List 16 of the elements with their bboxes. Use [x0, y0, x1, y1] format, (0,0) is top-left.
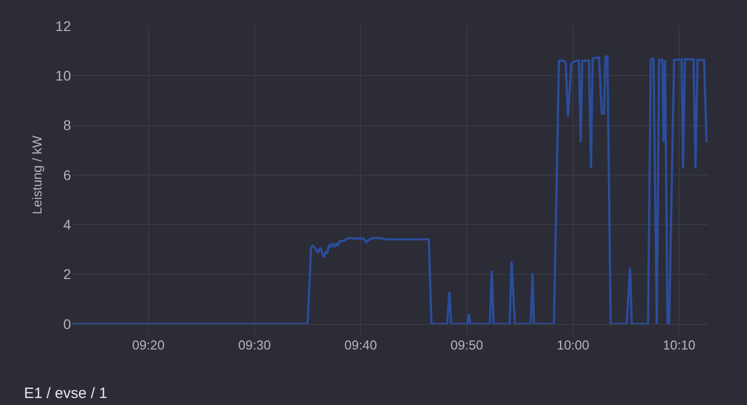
y-tick-label: 6: [63, 166, 72, 183]
text: E1 / evse / 1: [24, 385, 108, 402]
y-tick-label: 8: [63, 117, 72, 134]
y-tick-label: 4: [63, 216, 72, 233]
x-tick-label: 09:40: [344, 338, 377, 353]
x-tick-label: 09:50: [450, 338, 484, 353]
x-tick-label: 10:00: [556, 338, 590, 353]
y-tick-label: 10: [55, 68, 72, 84]
x-tick-label: 09:20: [132, 338, 165, 353]
x-tick-label: 10:10: [662, 338, 696, 353]
x-tick-label: 09:30: [238, 338, 271, 353]
y-tick-label: 2: [63, 266, 72, 282]
y-axis-title: Leistung / kW: [29, 134, 44, 214]
y-tick-label: 0: [63, 316, 72, 332]
y-tick-label: 12: [55, 18, 72, 34]
line-series: [72, 55, 708, 324]
